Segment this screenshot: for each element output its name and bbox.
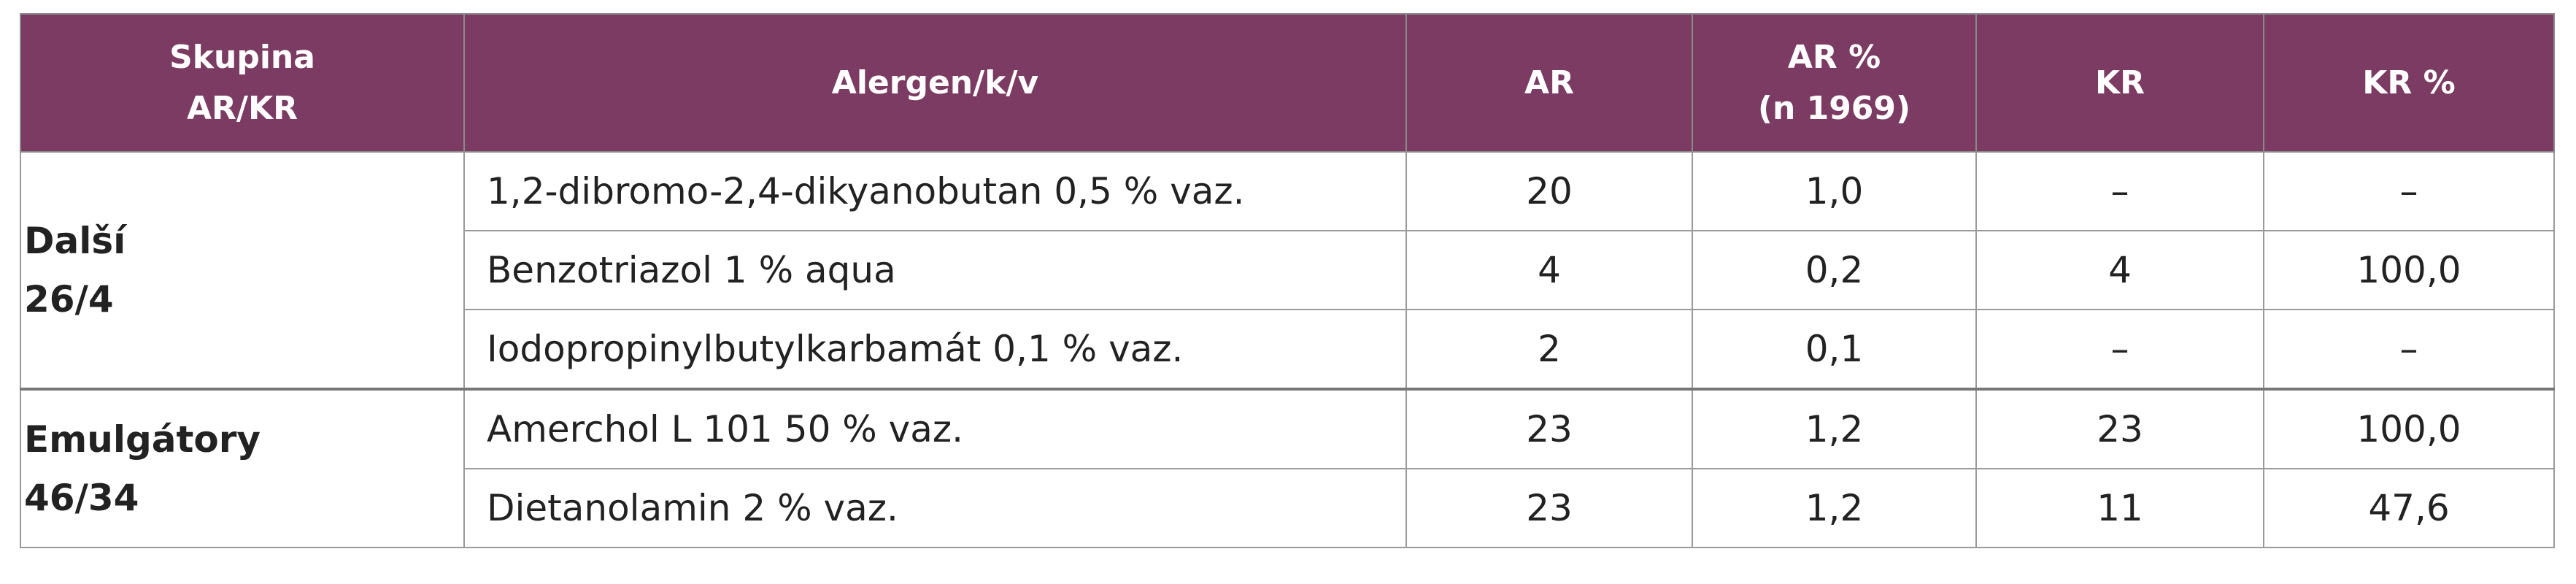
cell-line: Emulgátory <box>24 418 261 461</box>
header-cell: KR % <box>2263 13 2555 153</box>
value-cell: 1,2 <box>1692 388 1977 469</box>
value-cell: 1,2 <box>1692 468 1977 548</box>
cell-line: AR <box>1524 64 1574 101</box>
value-cell: – <box>2263 151 2555 231</box>
cell-line: Další <box>24 220 126 262</box>
value-cell: – <box>1975 309 2264 390</box>
group-cell: Další 26/4 <box>20 151 465 390</box>
allergen-cell: Dietanolamin 2 % vaz. <box>463 468 1407 548</box>
table-body: Další 26/4 1,2-dibromo-2,4-dikyanobutan 0,… <box>20 151 2555 548</box>
header-cell: AR % (n 1969) <box>1692 13 1977 153</box>
value-cell: 23 <box>1975 388 2264 469</box>
value-cell: 47,6 <box>2263 468 2555 548</box>
header-cell: KR <box>1975 13 2264 153</box>
value-cell: 0,2 <box>1692 230 1977 310</box>
value-cell: 4 <box>1405 230 1693 310</box>
table-row: Benzotriazol 1 % aqua 4 0,2 4 100,0 <box>20 230 2555 310</box>
cell-line: AR % <box>1787 38 1881 76</box>
table-row: Dietanolamin 2 % vaz. 23 1,2 11 47,6 <box>20 468 2555 548</box>
table-row: Emulgátory 46/34 Amerchol L 101 50 % vaz. 2… <box>20 388 2555 548</box>
cell-line: 46/34 <box>24 477 139 519</box>
allergen-table: Skupina AR/KR Alergen/k/v AR AR % (n 1969) KR K… <box>20 13 2555 548</box>
value-cell: – <box>2263 309 2555 390</box>
allergen-cell: 1,2-dibromo-2,4-dikyanobutan 0,5 % vaz. <box>463 151 1407 231</box>
value-cell: 11 <box>1975 468 2264 548</box>
table-row: Další 26/4 1,2-dibromo-2,4-dikyanobutan 0,… <box>20 151 2555 390</box>
allergen-cell: Iodopropinylbutylkarbamát 0,1 % vaz. <box>463 309 1407 390</box>
cell-line: KR % <box>2362 64 2456 101</box>
value-cell: 23 <box>1405 468 1693 548</box>
cell-line: (n 1969) <box>1757 89 1911 127</box>
value-cell: 100,0 <box>2263 230 2555 310</box>
group-cell: Emulgátory 46/34 <box>20 388 465 548</box>
value-cell: – <box>1975 151 2264 231</box>
value-cell: 4 <box>1975 230 2264 310</box>
value-cell: 100,0 <box>2263 388 2555 469</box>
cell-line: Alergen/k/v <box>831 64 1039 101</box>
header-cell: Skupina AR/KR <box>20 13 465 153</box>
cell-line: 26/4 <box>24 278 114 320</box>
value-cell: 0,1 <box>1692 309 1977 390</box>
cell-line: KR <box>2095 64 2145 101</box>
allergen-cell: Amerchol L 101 50 % vaz. <box>463 388 1407 469</box>
value-cell: 23 <box>1405 388 1693 469</box>
table-row: Iodopropinylbutylkarbamát 0,1 % vaz. 2 0,1… <box>20 309 2555 390</box>
value-cell: 2 <box>1405 309 1693 390</box>
header-cell: Alergen/k/v <box>463 13 1407 153</box>
cell-line: AR/KR <box>187 89 298 127</box>
header-row: Skupina AR/KR Alergen/k/v AR AR % (n 1969) KR K… <box>20 13 2555 153</box>
cell-line: Skupina <box>169 38 315 76</box>
value-cell: 20 <box>1405 151 1693 231</box>
allergen-cell: Benzotriazol 1 % aqua <box>463 230 1407 310</box>
header-cell: AR <box>1405 13 1693 153</box>
value-cell: 1,0 <box>1692 151 1977 231</box>
